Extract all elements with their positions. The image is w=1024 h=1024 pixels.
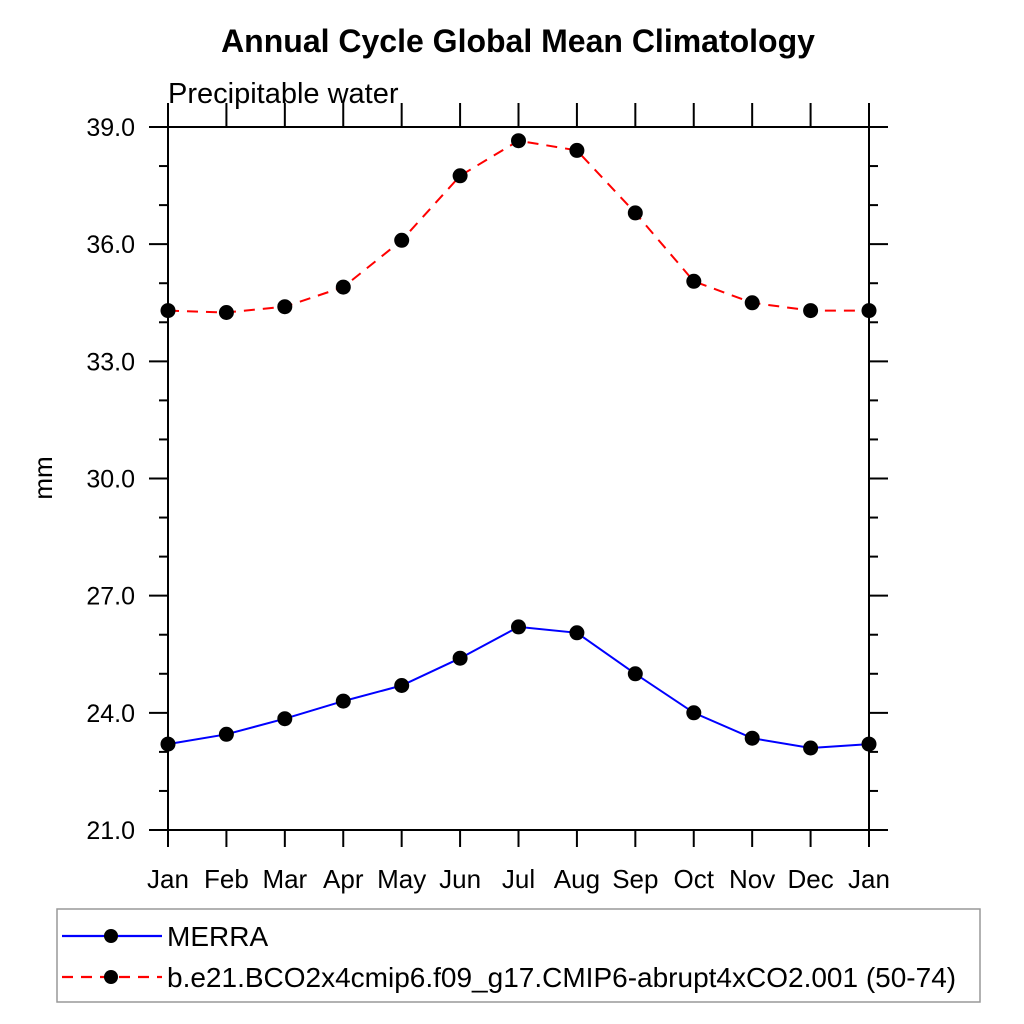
data-point bbox=[160, 736, 176, 752]
y-tick-labels: 21.0 24.0 27.0 30.0 33.0 36.0 39.0 bbox=[86, 114, 135, 845]
x-tick-labels: Jan Feb Mar Apr May Jun Jul Aug Sep Oct Nov Dec Jan bbox=[147, 864, 890, 894]
data-point bbox=[744, 730, 760, 746]
y-tick-label: 33.0 bbox=[86, 348, 135, 376]
y-axis-ticks bbox=[149, 126, 888, 831]
data-point bbox=[569, 625, 585, 641]
data-point bbox=[218, 726, 234, 742]
data-point bbox=[452, 168, 468, 184]
legend-label-merra: MERRA bbox=[167, 921, 268, 952]
x-tick-label: Feb bbox=[204, 864, 249, 894]
x-tick-label: Jan bbox=[848, 864, 890, 894]
legend-marker-model bbox=[104, 970, 118, 984]
legend: MERRA b.e21.BCO2x4cmip6.f09_g17.CMIP6-ab… bbox=[56, 908, 981, 1003]
x-tick-label: Mar bbox=[262, 864, 307, 894]
y-tick-label: 39.0 bbox=[86, 114, 135, 142]
y-tick-label: 27.0 bbox=[86, 583, 135, 611]
series-line-0 bbox=[167, 625, 870, 750]
data-point bbox=[335, 279, 351, 295]
x-tick-label: Sep bbox=[612, 864, 658, 894]
x-tick-label: Nov bbox=[729, 864, 775, 894]
data-point bbox=[861, 736, 877, 752]
data-point bbox=[803, 303, 819, 319]
data-point bbox=[218, 305, 234, 320]
y-tick-label: 24.0 bbox=[86, 700, 135, 728]
x-tick-label: May bbox=[377, 864, 426, 894]
y-axis-title: mm bbox=[28, 456, 58, 499]
y-tick-label: 30.0 bbox=[86, 466, 135, 494]
series-line-1 bbox=[167, 139, 869, 314]
data-point bbox=[277, 711, 293, 727]
x-tick-label: Oct bbox=[674, 864, 715, 894]
data-point bbox=[627, 666, 643, 682]
x-axis-ticks bbox=[167, 103, 870, 847]
data-point bbox=[335, 693, 351, 709]
data-point bbox=[744, 295, 760, 311]
data-point bbox=[277, 299, 293, 315]
legend-label-model: b.e21.BCO2x4cmip6.f09_g17.CMIP6-abrupt4x… bbox=[167, 962, 956, 993]
x-tick-label: Aug bbox=[554, 864, 600, 894]
x-tick-label: Jun bbox=[439, 864, 481, 894]
data-series bbox=[160, 133, 877, 756]
chart-subtitle: Precipitable water bbox=[168, 78, 399, 110]
x-tick-label: Dec bbox=[787, 864, 833, 894]
data-point bbox=[627, 205, 643, 221]
x-tick-label: Jan bbox=[147, 864, 189, 894]
y-tick-label: 36.0 bbox=[86, 231, 135, 259]
data-point bbox=[686, 705, 702, 721]
x-tick-label: Jul bbox=[502, 864, 535, 894]
data-point bbox=[569, 142, 585, 158]
data-point bbox=[160, 303, 176, 319]
data-point bbox=[511, 133, 526, 149]
data-point bbox=[394, 678, 410, 693]
legend-box bbox=[56, 908, 981, 1003]
data-point bbox=[686, 273, 702, 289]
data-point bbox=[452, 650, 468, 666]
data-point bbox=[511, 619, 526, 635]
legend-marker-merra bbox=[104, 929, 118, 943]
plot-axes bbox=[167, 126, 870, 831]
chart-title: Annual Cycle Global Mean Climatology bbox=[221, 23, 815, 59]
data-point bbox=[394, 232, 410, 248]
data-point bbox=[803, 740, 819, 756]
y-tick-label: 21.0 bbox=[86, 817, 135, 845]
data-point bbox=[861, 303, 877, 319]
x-tick-label: Apr bbox=[323, 864, 364, 894]
